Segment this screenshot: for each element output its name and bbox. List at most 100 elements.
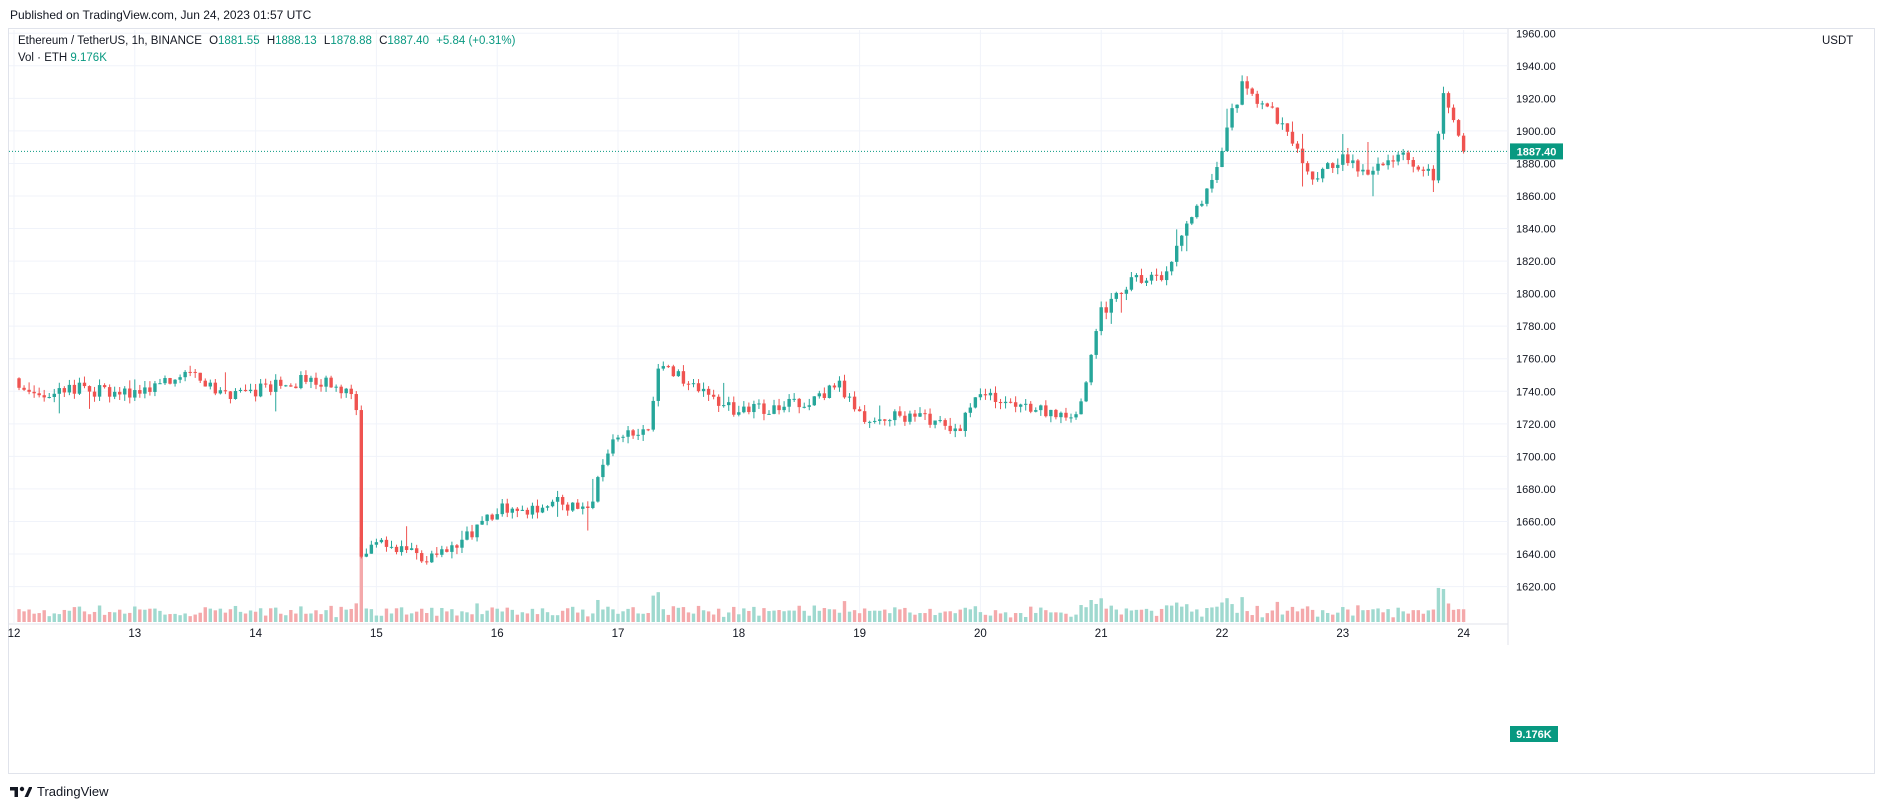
volume-bar <box>72 607 77 622</box>
volume-bar <box>515 614 520 622</box>
candle-body <box>445 549 449 552</box>
candle-body <box>636 434 640 436</box>
volume-bar <box>193 614 197 622</box>
volume-bar <box>1180 606 1184 622</box>
candle-body <box>923 413 927 415</box>
volume-bar <box>248 610 253 622</box>
volume-bar <box>440 607 444 622</box>
candle-body <box>1124 289 1129 294</box>
candle-body <box>515 508 520 511</box>
volume-bar <box>364 608 369 622</box>
volume-bar <box>1386 609 1390 622</box>
volume-bar <box>344 609 348 622</box>
candle-body <box>1079 401 1083 415</box>
volume-bar <box>1441 589 1446 622</box>
candle-body <box>183 371 187 378</box>
candle-body <box>304 375 308 382</box>
candle-body <box>1300 148 1305 164</box>
price-tick-label: 1740.00 <box>1516 386 1556 398</box>
volume-bar <box>706 611 711 622</box>
candle-body <box>1154 274 1159 276</box>
volume-bar <box>606 606 610 622</box>
volume-bar <box>651 595 655 622</box>
candle-body <box>722 405 726 407</box>
price-tick-label: 1880.00 <box>1516 158 1556 170</box>
candle-body <box>1164 271 1169 281</box>
time-axis[interactable]: 12 13 14 15 16 17 18 19 20 21 22 23 24 <box>8 628 1471 640</box>
volume-bar <box>384 608 389 622</box>
candle-body <box>1250 88 1254 94</box>
candle-body <box>1049 409 1053 417</box>
candle-body <box>1225 127 1229 152</box>
candle-body <box>1074 414 1078 418</box>
volume-bar <box>747 610 751 622</box>
volume-bar <box>918 613 922 622</box>
volume-bar <box>420 608 424 622</box>
candle-body <box>938 420 942 422</box>
candle-body <box>978 394 983 398</box>
candle-body <box>374 542 379 545</box>
volume-bar <box>404 614 409 622</box>
candle-body <box>1285 123 1290 132</box>
volume-bar <box>1315 616 1320 622</box>
volume-label[interactable]: Vol · ETH <box>18 52 68 64</box>
candle-body <box>530 505 535 515</box>
volume-bar <box>425 613 429 622</box>
candle-body <box>782 406 786 411</box>
volume-bar <box>1089 600 1093 622</box>
candle-body <box>269 384 273 392</box>
volume-bar <box>1456 609 1461 622</box>
volume-bar <box>430 607 434 622</box>
volume-bar <box>1094 603 1098 622</box>
time-tick-label: 15 <box>370 628 383 640</box>
volume-bar <box>807 615 811 622</box>
volume-bar <box>1421 613 1426 622</box>
volume-bar <box>1079 605 1083 622</box>
volume-value: 9.176K <box>70 52 107 64</box>
candle-body <box>163 378 167 384</box>
volume-bar <box>998 613 1003 622</box>
price-tick-label: 1940.00 <box>1516 61 1556 73</box>
volume-bar <box>893 607 897 622</box>
candle-body <box>1008 401 1013 403</box>
volume-bar <box>409 613 414 622</box>
volume-bar <box>1109 605 1113 622</box>
volume-bar <box>178 615 182 622</box>
symbol-title[interactable]: Ethereum / TetherUS, 1h, BINANCE <box>18 35 202 47</box>
candle-body <box>369 544 374 554</box>
price-tick-label: 1840.00 <box>1516 224 1556 236</box>
time-tick-label: 22 <box>1216 628 1229 640</box>
volume-bar <box>1064 613 1068 622</box>
footer-brand[interactable]: TradingView <box>10 784 109 799</box>
volume-bar <box>732 606 736 622</box>
volume-bar <box>1381 612 1385 622</box>
candle-body <box>1029 403 1033 412</box>
candle-body <box>22 387 26 390</box>
candle-body <box>72 384 77 394</box>
candle-body <box>1386 160 1390 166</box>
volume-bar <box>62 609 67 622</box>
volume-bar <box>213 610 218 622</box>
volume-bar <box>183 613 187 622</box>
volume-bar <box>112 612 117 622</box>
candle-body <box>847 396 852 398</box>
volume-bar <box>1305 606 1310 622</box>
candle-body <box>943 420 947 426</box>
volume-bar <box>299 606 303 622</box>
volume-bar <box>1300 608 1305 622</box>
volume-bar <box>1104 608 1108 622</box>
candle-body <box>1295 143 1300 149</box>
candle-body <box>616 437 620 440</box>
volume-bar <box>374 615 379 622</box>
candle-body <box>706 388 711 395</box>
candle-body <box>349 388 353 395</box>
volume-bar <box>1230 604 1234 622</box>
candle-body <box>440 549 444 555</box>
volume-bar <box>1114 609 1118 622</box>
candle-body <box>817 393 822 397</box>
candle-body <box>263 383 268 385</box>
price-axis[interactable]: 1620.00 1640.00 1660.00 1680.00 1700.00 1720.… <box>1516 28 1556 593</box>
volume-bar <box>1310 609 1315 622</box>
volume-bar <box>837 612 842 622</box>
